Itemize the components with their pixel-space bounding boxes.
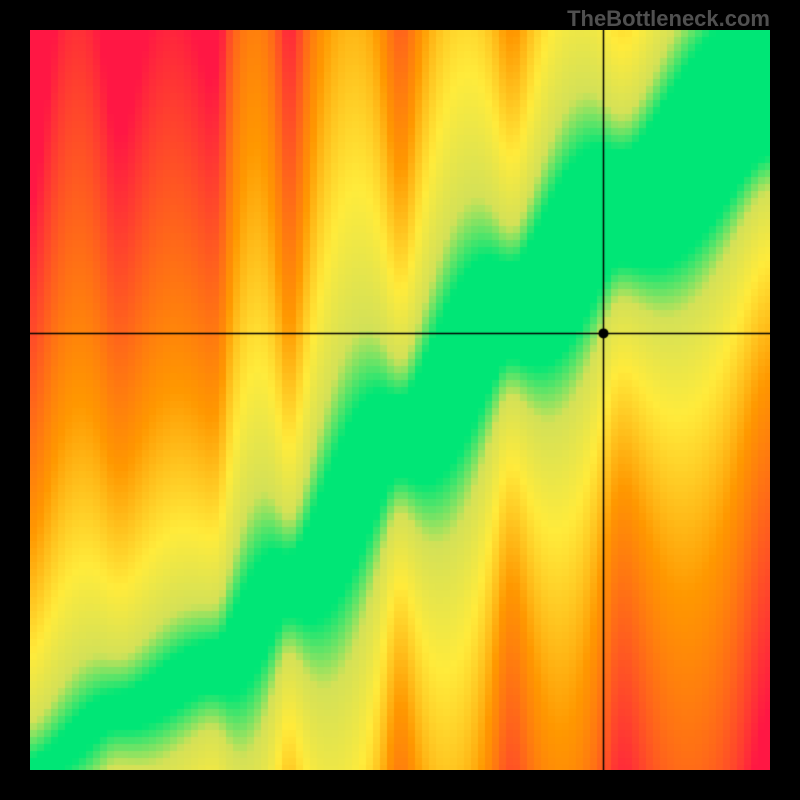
bottleneck-heatmap bbox=[30, 30, 770, 770]
heatmap-canvas bbox=[30, 30, 770, 770]
watermark-text: TheBottleneck.com bbox=[567, 6, 770, 32]
